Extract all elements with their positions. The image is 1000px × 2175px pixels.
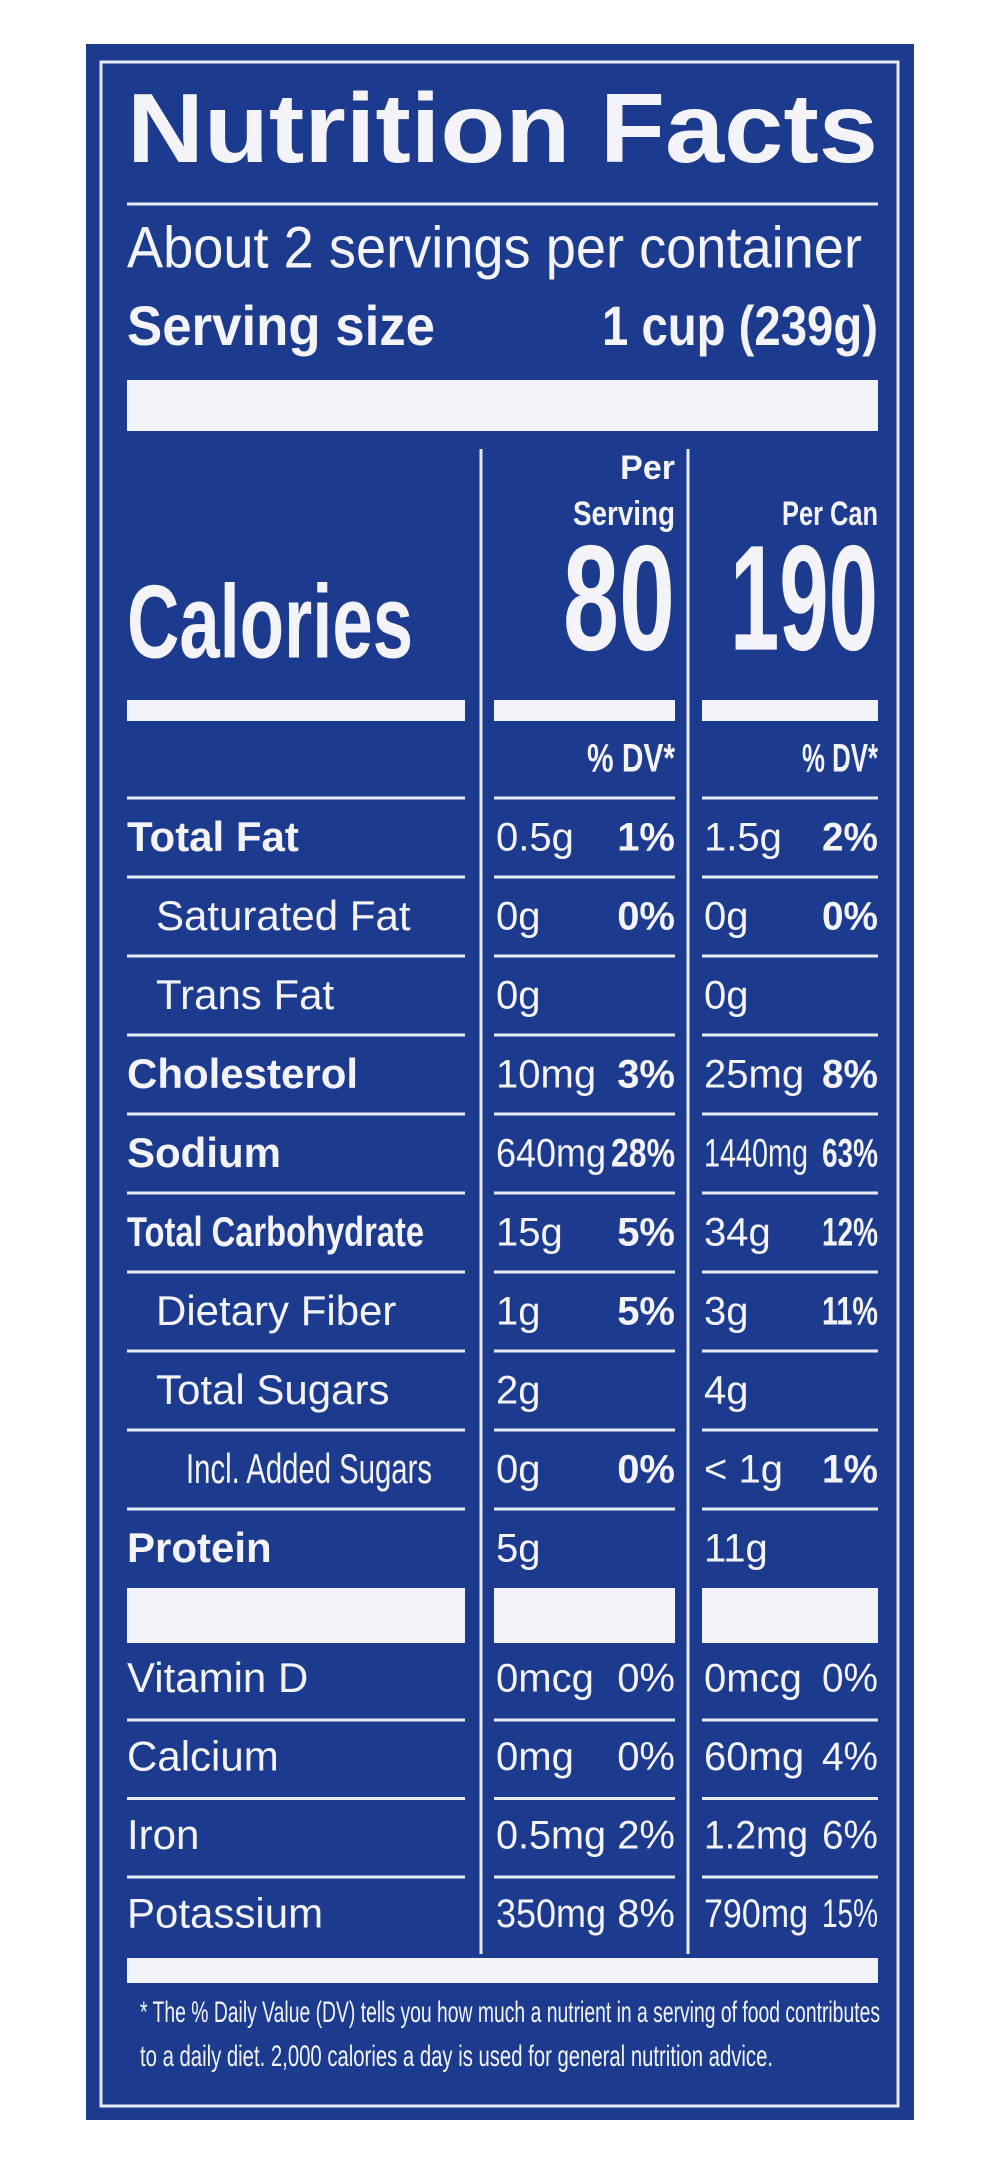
daily-value: 15%: [822, 1892, 878, 1936]
daily-value: 1%: [822, 1448, 878, 1492]
column-header: Per Can: [782, 495, 878, 533]
nutrient-name: Saturated Fat: [156, 892, 411, 939]
daily-value: 0%: [617, 1735, 675, 1779]
calories-per-serving: 80: [563, 514, 675, 682]
dv-header: % DV*: [802, 737, 878, 781]
daily-value: 0%: [617, 1448, 675, 1492]
daily-value: 2%: [617, 1814, 675, 1858]
daily-value: 5%: [617, 1211, 675, 1255]
column-header: Per: [620, 449, 675, 487]
amount: < 1g: [704, 1448, 783, 1492]
calories-label: Calories: [127, 564, 413, 680]
amount: 4g: [704, 1369, 749, 1413]
serving-size-label: Serving size: [127, 294, 435, 357]
calories-per-can: 190: [730, 514, 878, 682]
daily-value: 12%: [822, 1211, 878, 1255]
nutrient-name: Incl. Added Sugars: [186, 1445, 432, 1492]
amount: 60mg: [704, 1735, 804, 1779]
amount: 0g: [704, 895, 749, 939]
footnote: * The % Daily Value (DV) tells you how m…: [140, 1996, 880, 2029]
amount: 1.5g: [704, 816, 782, 860]
daily-value: 2%: [822, 816, 878, 860]
daily-value: 0%: [617, 895, 675, 939]
amount: 2g: [496, 1369, 541, 1413]
servings-per-container: About 2 servings per container: [127, 215, 862, 280]
amount: 1g: [496, 1290, 541, 1334]
title: Nutrition Facts: [127, 73, 878, 183]
amount: 0g: [496, 1448, 541, 1492]
column-header: Serving: [573, 495, 675, 533]
amount: 15g: [496, 1211, 563, 1255]
thick-bar: [127, 380, 878, 431]
nutrient-name: Sodium: [127, 1129, 281, 1176]
amount: 0mcg: [496, 1657, 594, 1701]
label-border: [99, 60, 900, 2108]
nutrient-name: Vitamin D: [127, 1654, 308, 1701]
thick-bar: [494, 1588, 675, 1643]
nutrient-name: Total Carbohydrate: [127, 1208, 424, 1255]
amount: 640mg: [496, 1132, 606, 1176]
thick-bar: [702, 1588, 878, 1643]
serving-size-value: 1 cup (239g): [602, 294, 878, 357]
daily-value: 0%: [822, 895, 878, 939]
nutrient-name: Iron: [127, 1811, 199, 1858]
amount: 5g: [496, 1527, 541, 1571]
amount: 11g: [704, 1527, 768, 1571]
amount: 34g: [704, 1211, 771, 1255]
medium-bar: [494, 700, 675, 721]
footnote: to a daily diet. 2,000 calories a day is…: [140, 2040, 773, 2073]
daily-value: 0%: [822, 1657, 878, 1701]
amount: 0g: [496, 895, 541, 939]
daily-value: 6%: [822, 1814, 878, 1858]
amount: 0.5mg: [496, 1814, 606, 1858]
daily-value: 63%: [822, 1132, 878, 1176]
amount: 790mg: [704, 1892, 808, 1936]
daily-value: 8%: [617, 1892, 675, 1936]
amount: 3g: [704, 1290, 749, 1334]
daily-value: 11%: [822, 1290, 878, 1334]
nutrient-name: Potassium: [127, 1890, 323, 1937]
amount: 10mg: [496, 1053, 596, 1097]
nutrient-name: Cholesterol: [127, 1050, 358, 1097]
daily-value: 0%: [617, 1657, 675, 1701]
daily-value: 28%: [611, 1132, 675, 1176]
nutrient-name: Total Sugars: [156, 1366, 389, 1413]
daily-value: 3%: [617, 1053, 675, 1097]
nutrient-name: Trans Fat: [156, 971, 334, 1018]
thick-bar: [127, 1588, 465, 1643]
dv-header: % DV*: [587, 737, 675, 781]
amount: 1440mg: [704, 1132, 808, 1176]
medium-bar: [127, 700, 465, 721]
daily-value: 1%: [617, 816, 675, 860]
nutrient-name: Calcium: [127, 1733, 279, 1780]
amount: 0g: [496, 974, 541, 1018]
amount: 0.5g: [496, 816, 574, 860]
amount: 25mg: [704, 1053, 804, 1097]
amount: 350mg: [496, 1892, 606, 1936]
medium-bar: [702, 700, 878, 721]
amount: 0mcg: [704, 1657, 802, 1701]
daily-value: 8%: [822, 1053, 878, 1097]
nutrient-name: Dietary Fiber: [156, 1287, 396, 1334]
amount: 0g: [704, 974, 749, 1018]
daily-value: 5%: [617, 1290, 675, 1334]
amount: 0mg: [496, 1735, 574, 1779]
nutrient-name: Total Fat: [127, 813, 299, 860]
nutrient-name: Protein: [127, 1524, 272, 1571]
medium-bar: [127, 1958, 878, 1983]
daily-value: 4%: [822, 1735, 878, 1779]
amount: 1.2mg: [704, 1814, 808, 1858]
